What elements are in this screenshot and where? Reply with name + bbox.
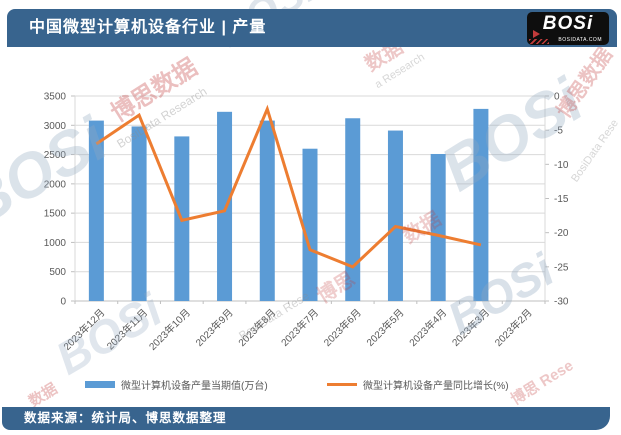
logo-text: BOSi (542, 13, 594, 34)
x-axis-category-label: 2023年9月 (193, 306, 236, 349)
left-axis-tick-label: 1000 (44, 238, 67, 249)
chart-legend: 微型计算机设备产量当期值(万台) 微型计算机设备产量同比增长(%) (0, 377, 621, 393)
right-axis-tick-label: -30 (554, 297, 569, 308)
x-axis-category-label: 2023年11月 (104, 306, 150, 352)
bar (259, 120, 275, 301)
x-axis-category-label: 2023年8月 (235, 306, 278, 349)
x-axis-category-label: 2023年6月 (321, 306, 364, 349)
left-axis-tick-label: 500 (49, 267, 66, 278)
header-band: 中国微型计算机设备行业 | 产量 BOSi BOSIDATA.COM (7, 9, 617, 47)
bosi-logo: BOSi BOSIDATA.COM (527, 12, 609, 45)
bar-series-label: 微型计算机设备产量当期值(万台) (121, 381, 268, 392)
x-axis-category-label: 2023年4月 (406, 306, 449, 349)
bar (88, 120, 104, 301)
right-axis-tick-label: -10 (554, 160, 569, 171)
right-axis-tick-label: 0 (554, 92, 560, 103)
bar (473, 108, 489, 301)
x-axis-category-label: 2023年5月 (364, 306, 407, 349)
bar (345, 118, 361, 301)
line-series-swatch (327, 383, 357, 386)
left-axis-tick-label: 1500 (44, 209, 67, 220)
bar (430, 153, 446, 301)
right-axis-tick-label: -20 (554, 228, 569, 239)
bar (302, 148, 318, 301)
left-axis-tick-label: 3000 (44, 121, 67, 132)
line-series (95, 104, 482, 269)
logo-triangle-icon (533, 30, 540, 38)
right-axis-tick-label: -25 (554, 262, 569, 273)
x-axis-category-label: 2023年12月 (61, 306, 108, 353)
bar-series-swatch (85, 381, 115, 388)
x-axis-category-label: 2023年10月 (146, 306, 193, 353)
line-series-label: 微型计算机设备产量同比增长(%) (363, 381, 509, 392)
left-axis-tick-label: 0 (60, 297, 66, 308)
page-title: 中国微型计算机设备行业 | 产量 (29, 19, 267, 36)
x-axis-category-label: 2023年7月 (278, 306, 321, 349)
logo-subtext: BOSIDATA.COM (558, 37, 602, 43)
bar (131, 126, 147, 301)
left-axis-tick-label: 2000 (44, 179, 67, 190)
legend-item-line-series: 微型计算机设备产量同比增长(%) (327, 377, 509, 392)
legend-item-bar-series: 微型计算机设备产量当期值(万台) (85, 377, 268, 392)
bar (387, 130, 403, 301)
right-axis-tick-label: -15 (554, 194, 569, 205)
x-axis-category-label: 2023年2月 (492, 306, 535, 349)
footer-band: 数据来源：统计局、博思数据整理 (2, 407, 610, 430)
right-axis-tick-label: -5 (554, 126, 563, 137)
x-axis-category-label: 2023年3月 (449, 306, 492, 349)
left-axis-tick-label: 2500 (44, 150, 67, 161)
logo-hatch-decoration (529, 39, 549, 44)
left-axis-tick-label: 3500 (44, 92, 67, 103)
data-source-note: 数据来源：统计局、博思数据整理 (24, 411, 227, 425)
bar (217, 111, 233, 301)
